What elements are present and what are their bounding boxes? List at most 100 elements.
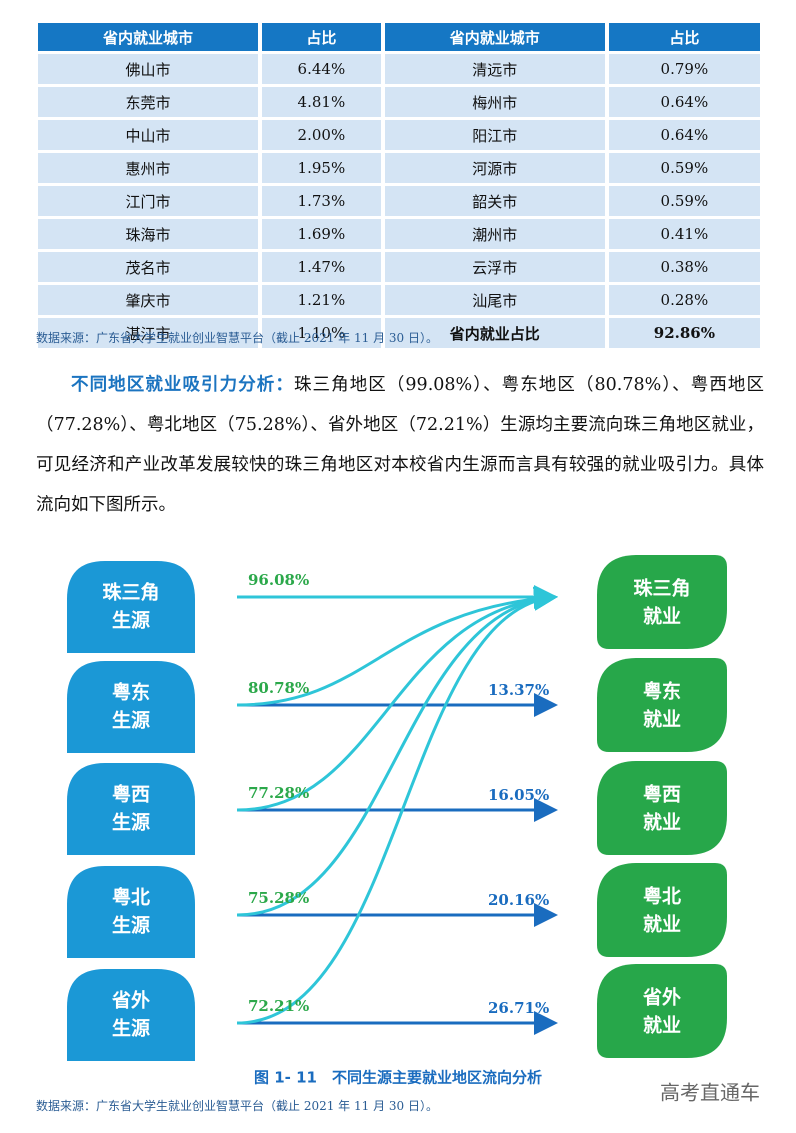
figure-source: 数据来源：广东省大学生就业创业智慧平台（截止 2021 年 11 月 30 日）… — [36, 1099, 438, 1113]
table-cell: 省内就业占比 — [384, 318, 605, 348]
table-cell: 1.73% — [262, 186, 381, 216]
source-label: 粤东 — [112, 681, 150, 704]
table-cell: 东莞市 — [38, 87, 259, 117]
table-cell: 0.41% — [608, 219, 760, 249]
flow-curve — [236, 586, 558, 707]
source-label: 生源 — [112, 709, 150, 732]
source-label: 生源 — [112, 811, 150, 834]
table-cell: 0.38% — [608, 252, 760, 282]
table-cell: 0.59% — [608, 153, 760, 183]
table-cell: 2.00% — [262, 120, 381, 150]
employment-table: 省内就业城市 占比 省内就业城市 占比 佛山市 6.44% 清远市 0.79% 东莞市 4.81… — [34, 20, 764, 351]
figure-caption: 图 1- 11 不同生源主要就业地区流向分析 — [254, 1069, 542, 1087]
table-row: 珠海市 1.69% 潮州市 0.41% — [38, 219, 760, 249]
table-cell: 6.44% — [262, 54, 381, 84]
target-label: 粤东 — [643, 680, 681, 703]
paragraph-body: 珠三角地区（99.08%）、粤东地区（80.78%）、粤西地区（77.28%）、… — [36, 375, 764, 515]
table-cell: 0.59% — [608, 186, 760, 216]
flow-curve — [236, 586, 558, 812]
table-cell: 河源市 — [384, 153, 605, 183]
source-label: 粤北 — [112, 886, 150, 909]
flow-label: 20.16% — [488, 891, 549, 909]
target-label: 珠三角 — [633, 577, 690, 600]
target-box — [597, 964, 727, 1058]
watermark: 高考直通车 — [660, 1081, 760, 1105]
table-row: 佛山市 6.44% 清远市 0.79% — [38, 54, 760, 84]
source-box — [67, 866, 195, 958]
flow-label: 13.37% — [488, 681, 549, 699]
target-label: 就业 — [643, 913, 681, 936]
target-label: 粤西 — [643, 783, 681, 806]
table-cell: 1.69% — [262, 219, 381, 249]
source-label: 生源 — [112, 914, 150, 937]
source-box — [67, 661, 195, 753]
source-label: 珠三角 — [102, 581, 159, 604]
target-box — [597, 658, 727, 752]
paragraph: 不同地区就业吸引力分析：珠三角地区（99.08%）、粤东地区（80.78%）、粤… — [36, 365, 764, 525]
table-cell: 汕尾市 — [384, 285, 605, 315]
table-cell: 清远市 — [384, 54, 605, 84]
source-label: 粤西 — [112, 783, 150, 806]
source-label: 生源 — [112, 609, 150, 632]
target-box — [597, 761, 727, 855]
table-cell: 1.10% — [262, 318, 381, 348]
table-cell: 0.64% — [608, 87, 760, 117]
flow-curve — [236, 586, 558, 1025]
flow-label: 72.21% — [248, 997, 309, 1015]
table-cell: 0.64% — [608, 120, 760, 150]
table-row: 中山市 2.00% 阳江市 0.64% — [38, 120, 760, 150]
header-cell: 占比 — [608, 23, 760, 51]
target-label: 就业 — [643, 708, 681, 731]
target-label: 粤北 — [643, 885, 681, 908]
table-cell: 0.79% — [608, 54, 760, 84]
flow-label: 77.28% — [248, 784, 309, 802]
source-label: 省外 — [111, 989, 150, 1012]
table-cell: 惠州市 — [38, 153, 259, 183]
table-row: 江门市 1.73% 韶关市 0.59% — [38, 186, 760, 216]
target-label: 就业 — [643, 811, 681, 834]
target-box — [597, 555, 727, 649]
flow-label: 96.08% — [248, 571, 309, 589]
flow-label: 16.05% — [488, 786, 549, 804]
table-cell: 阳江市 — [384, 120, 605, 150]
table-cell: 茂名市 — [38, 252, 259, 282]
target-label: 就业 — [643, 1014, 681, 1037]
table-row: 惠州市 1.95% 河源市 0.59% — [38, 153, 760, 183]
table-cell: 江门市 — [38, 186, 259, 216]
table-cell: 1.21% — [262, 285, 381, 315]
header-cell: 省内就业城市 — [384, 23, 605, 51]
table-cell: 1.95% — [262, 153, 381, 183]
target-label: 就业 — [643, 605, 681, 628]
table-cell: 4.81% — [262, 87, 381, 117]
table-cell: 中山市 — [38, 120, 259, 150]
table-cell: 云浮市 — [384, 252, 605, 282]
source-box — [67, 763, 195, 855]
target-label: 省外 — [642, 986, 681, 1009]
header-cell: 占比 — [262, 23, 381, 51]
table-cell: 潮州市 — [384, 219, 605, 249]
source-box — [67, 561, 195, 653]
flow-label: 26.71% — [488, 999, 549, 1017]
table-cell: 0.28% — [608, 285, 760, 315]
table-cell: 韶关市 — [384, 186, 605, 216]
paragraph-lead: 不同地区就业吸引力分析： — [71, 375, 294, 395]
table-cell: 湛江市 — [38, 318, 259, 348]
target-box — [597, 863, 727, 957]
table-row: 茂名市 1.47% 云浮市 0.38% — [38, 252, 760, 282]
table-cell: 肇庆市 — [38, 285, 259, 315]
flow-label: 75.28% — [248, 889, 309, 907]
flow-label: 80.78% — [248, 679, 309, 697]
table-cell: 梅州市 — [384, 87, 605, 117]
table-cell: 珠海市 — [38, 219, 259, 249]
table-source: 数据来源：广东省大学生就业创业智慧平台（截止 2021 年 11 月 30 日）… — [36, 331, 438, 345]
flow-curve — [236, 586, 558, 917]
table-cell: 佛山市 — [38, 54, 259, 84]
table-row: 肇庆市 1.21% 汕尾市 0.28% — [38, 285, 760, 315]
source-box — [67, 969, 195, 1061]
table-row: 湛江市 1.10% 省内就业占比 92.86% — [38, 318, 760, 348]
source-label: 生源 — [112, 1017, 150, 1040]
table-cell: 1.47% — [262, 252, 381, 282]
table-cell: 92.86% — [608, 318, 760, 348]
